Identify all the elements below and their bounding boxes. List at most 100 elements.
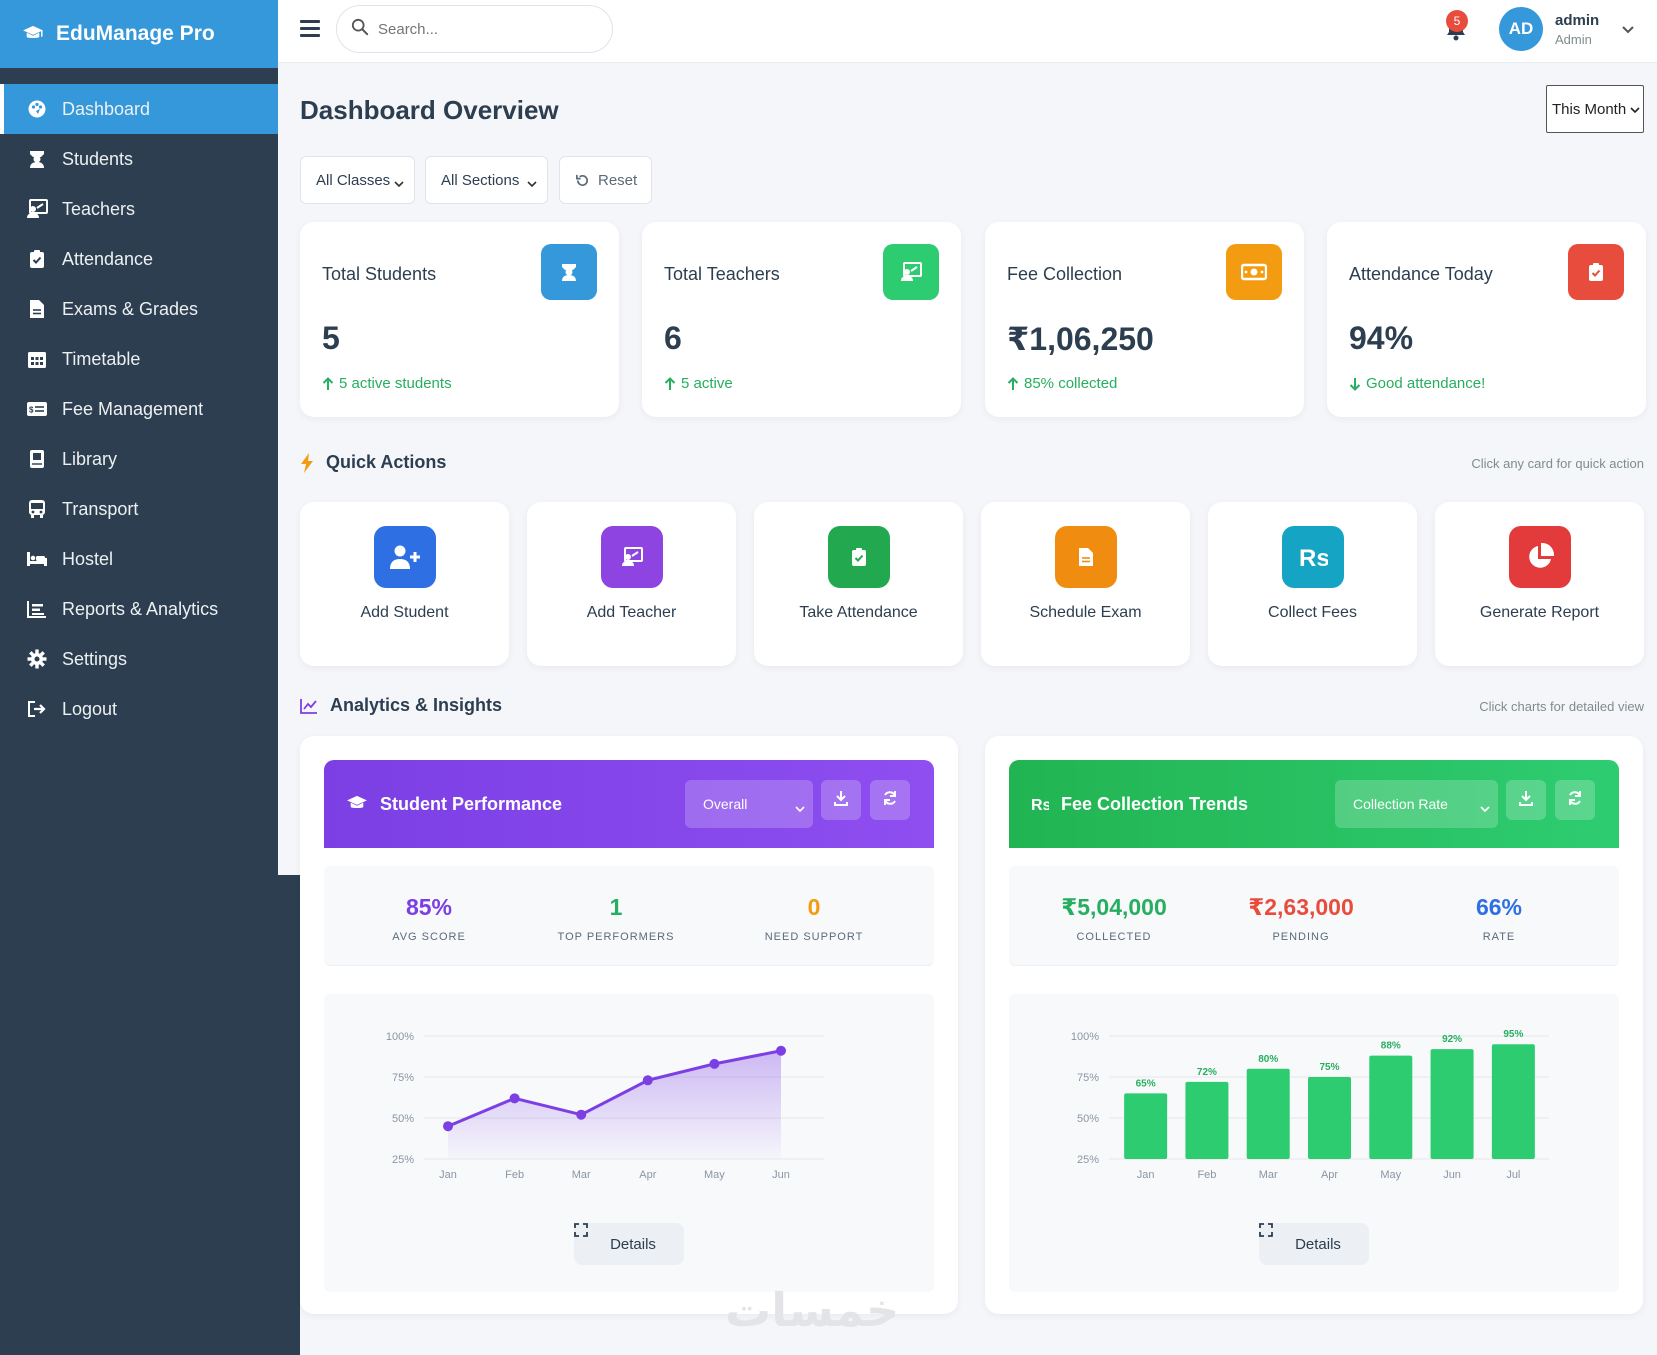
sidebar-item-fee-management[interactable]: $ Fee Management [0,384,278,434]
graduation-cap-icon [22,25,44,43]
sidebar-item-timetable[interactable]: Timetable [0,334,278,384]
bolt-icon [300,452,314,473]
performance-area [448,1050,781,1159]
teacher-icon [26,199,48,219]
arrow-up-icon [1007,376,1019,391]
quick-action-collect-fees[interactable]: Rs Collect Fees [1208,502,1417,666]
quick-actions-title: Quick Actions [326,452,447,472]
sidebar-item-students[interactable]: Students [0,134,278,184]
stat-label: Attendance Today [1349,264,1493,284]
sidebar-nav: Dashboard Students Teachers Attendance Exams… [0,84,278,734]
fee-metrics: ₹5,04,000 COLLECTED ₹2,63,000 PENDING 66% RAT… [1009,866,1619,966]
user-plus-icon [374,526,436,588]
performance-select[interactable]: Overall [685,780,813,828]
brand[interactable]: EduManage Pro [0,0,278,68]
undo-icon [575,173,590,188]
fee-select[interactable]: Collection Rate [1335,780,1498,828]
metric-label: TOP PERFORMERS [557,931,675,943]
section-filter[interactable]: All Sections [425,156,548,204]
sidebar-item-library[interactable]: Library [0,434,278,484]
sidebar-item-reports-analytics[interactable]: Reports & Analytics [0,584,278,634]
page-title: Dashboard Overview [300,95,559,125]
stat-value: 6 [664,320,682,356]
quick-action-add-teacher[interactable]: Add Teacher [527,502,736,666]
reset-button[interactable]: Reset [559,156,652,204]
class-filter[interactable]: All Classes [300,156,415,204]
fee-details-button[interactable]: Details [1259,1223,1369,1265]
student-icon [26,149,48,169]
user-role: Admin [1555,32,1592,47]
sidebar-item-logout[interactable]: Logout [0,684,278,734]
quick-actions-heading: Quick Actions [300,452,446,473]
sidebar-item-dashboard[interactable]: Dashboard [0,84,278,134]
stat-value: 94% [1349,320,1414,356]
sidebar-item-label: Teachers [62,198,136,219]
performance-details-button[interactable]: Details [574,1223,684,1265]
rupee-icon: Rs [1031,795,1049,813]
sidebar-item-teachers[interactable]: Teachers [0,184,278,234]
file-icon [26,299,48,319]
download-button[interactable] [821,780,861,820]
sidebar-item-hostel[interactable]: Hostel [0,534,278,584]
stat-card-total-students[interactable]: Total Students 5 5 active students [300,222,619,417]
stat-subtext: 5 active [664,375,733,392]
fee-chart[interactable]: 100% 75% 50% 25% 65% Jan 72% Feb 80% Mar 75% Apr 88%… [1009,994,1619,1292]
metric-rate: 66% RATE [1399,894,1599,943]
period-select[interactable]: This Month [1546,85,1644,133]
x-tick-label: Jan [439,1169,457,1181]
topbar: 5 AD admin Admin [278,0,1657,63]
chevron-down-icon [1480,800,1490,816]
quick-action-label: Take Attendance [799,604,918,621]
chevron-down-icon[interactable] [1621,22,1635,40]
y-tick-label: 100% [1071,1031,1099,1043]
sidebar: EduManage Pro Dashboard Students Teachers A… [0,0,278,875]
fee-collection-panel[interactable]: Rs Fee Collection Trends Collection Rate… [985,736,1643,1314]
y-tick-label: 25% [1077,1154,1099,1166]
student-performance-panel[interactable]: Student Performance Overall 85% AVG SCORE… [300,736,958,1314]
quick-action-take-attendance[interactable]: Take Attendance [754,502,963,666]
performance-line [447,1049,782,1128]
performance-metrics: 85% AVG SCORE 1 TOP PERFORMERS 0 NEED SUPPORT [324,866,934,966]
stat-card-fee-collection[interactable]: Fee Collection ₹1,06,250 85% collected [985,222,1304,417]
stat-subtext: Good attendance! [1349,375,1485,392]
quick-action-generate-report[interactable]: Generate Report [1435,502,1644,666]
x-tick-label: Jun [1443,1169,1461,1181]
stat-card-total-teachers[interactable]: Total Teachers 6 5 active [642,222,961,417]
y-tick-label: 25% [392,1154,414,1166]
chevron-down-icon [527,175,537,192]
sidebar-item-exams-grades[interactable]: Exams & Grades [0,284,278,334]
analytics-note: Click charts for detailed view [1479,699,1644,714]
sidebar-item-settings[interactable]: Settings [0,634,278,684]
period-select-value: This Month [1552,100,1627,118]
y-tick-label: 75% [1077,1072,1099,1084]
metric-label: AVG SCORE [392,931,466,943]
refresh-button[interactable] [1555,780,1595,820]
metric-label: COLLECTED [1076,931,1152,943]
menu-toggle-icon[interactable] [300,20,320,38]
quick-action-schedule-exam[interactable]: Schedule Exam [981,502,1190,666]
bar-label: 75% [1319,1062,1339,1073]
download-button[interactable] [1506,780,1546,820]
performance-chart[interactable]: 100% 75% 50% 25% Jan Feb Mar Apr May Jun Details [324,994,934,1292]
metric-value: ₹5,04,000 [1061,894,1167,920]
reset-label: Reset [598,171,638,189]
search-input[interactable] [378,20,588,38]
quick-action-add-student[interactable]: Add Student [300,502,509,666]
search-box[interactable] [336,5,613,53]
money-icon [1226,244,1282,300]
sidebar-item-label: Logout [62,698,118,719]
sidebar-item-transport[interactable]: Transport [0,484,278,534]
avatar[interactable]: AD [1499,7,1543,51]
stat-label: Total Teachers [664,264,780,284]
details-label: Details [1295,1235,1341,1253]
svg-text:$: $ [29,406,34,415]
gear-icon [26,649,48,669]
student-performance-title: Student Performance [380,793,563,814]
clipboard-check-icon [1568,244,1624,300]
stat-card-attendance-today[interactable]: Attendance Today 94% Good attendance! [1327,222,1646,417]
refresh-button[interactable] [870,780,910,820]
analytics-title: Analytics & Insights [330,695,503,715]
user-name[interactable]: admin [1555,12,1600,29]
sidebar-item-attendance[interactable]: Attendance [0,234,278,284]
sidebar-item-label: Dashboard [62,98,151,119]
